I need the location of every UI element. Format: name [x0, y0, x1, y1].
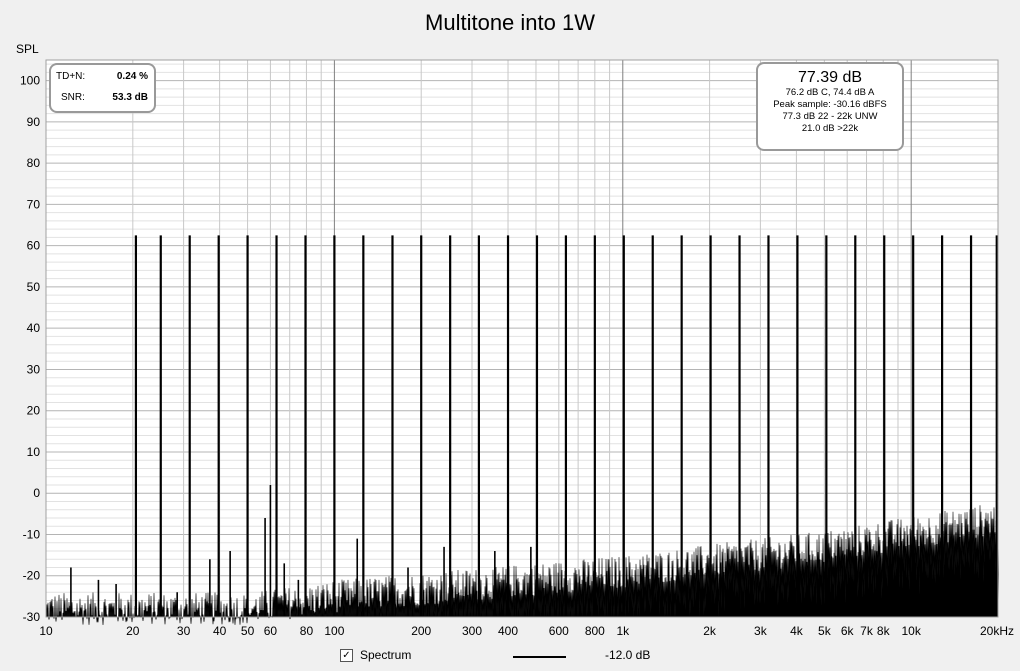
- x-tick-label: 50: [241, 624, 255, 638]
- x-tick-label: 4k: [790, 624, 804, 638]
- y-tick-label: 30: [27, 362, 41, 376]
- y-tick-label: 40: [27, 321, 41, 335]
- plot-area: [46, 60, 998, 617]
- x-tick-label: 300: [462, 624, 482, 638]
- y-tick-label: 70: [27, 197, 41, 211]
- x-tick-label: 600: [549, 624, 569, 638]
- above-22k-level: 21.0 dB >22k: [801, 123, 859, 134]
- x-tick-label: 20kHz: [980, 624, 1014, 638]
- total-level: 77.39 dB: [797, 69, 863, 86]
- plot-border: [45, 59, 999, 618]
- x-tick-label: 10: [39, 624, 53, 638]
- x-tick-label: 3k: [754, 624, 768, 638]
- y-tick-label: 90: [27, 115, 41, 129]
- thd-value: 0.24 %: [116, 71, 148, 82]
- y-tick-label: 50: [27, 280, 41, 294]
- y-tick-label: -20: [23, 569, 41, 583]
- y-tick-label: 100: [20, 74, 40, 88]
- thd-label: TD+N:: [56, 71, 86, 82]
- x-tick-label: 30: [177, 624, 191, 638]
- thd-snr-box: TD+N: 0.24 % SNR: 53.3 dB: [49, 63, 156, 113]
- y-axis-label: SPL: [16, 42, 39, 56]
- chart-title: Multitone into 1W: [425, 10, 595, 35]
- x-tick-label: 2k: [703, 624, 717, 638]
- x-tick-label: 200: [411, 624, 431, 638]
- x-tick-label: 40: [213, 624, 227, 638]
- y-tick-label: -10: [23, 527, 41, 541]
- x-tick-label: 6k: [841, 624, 855, 638]
- legend-label: Spectrum: [360, 648, 412, 662]
- x-tick-label: 800: [585, 624, 605, 638]
- x-tick-label: 7k: [860, 624, 874, 638]
- y-tick-label: -30: [23, 610, 41, 624]
- x-tick-label: 5k: [818, 624, 832, 638]
- snr-value: 53.3 dB: [112, 92, 148, 103]
- y-tick-label: 80: [27, 156, 41, 170]
- x-tick-label: 400: [498, 624, 518, 638]
- legend: ✓ Spectrum -12.0 dB: [340, 648, 740, 666]
- unweighted-level: 77.3 dB 22 - 22k UNW: [782, 111, 878, 122]
- x-tick-label: 100: [324, 624, 344, 638]
- y-tick-label: 20: [27, 404, 41, 418]
- legend-line-swatch: [513, 656, 566, 658]
- spectrum-checkbox[interactable]: ✓: [340, 649, 353, 662]
- y-tick-label: 10: [27, 445, 41, 459]
- legend-offset-value: -12.0 dB: [605, 648, 651, 662]
- thd-row: TD+N: 0.24 %: [56, 71, 148, 85]
- x-tick-label: 1k: [616, 624, 630, 638]
- y-tick-label: 60: [27, 239, 41, 253]
- level-stats-box: 77.39 dB 76.2 dB C, 74.4 dB A Peak sampl…: [756, 62, 904, 151]
- snr-row: SNR: 53.3 dB: [56, 92, 148, 106]
- x-tick-label: 80: [300, 624, 314, 638]
- snr-label: SNR:: [61, 92, 85, 103]
- x-tick-label: 60: [264, 624, 278, 638]
- x-tick-label: 8k: [877, 624, 891, 638]
- x-tick-label: 10k: [902, 624, 922, 638]
- spectrum-trace: [70, 235, 998, 617]
- weighted-levels: 76.2 dB C, 74.4 dB A: [785, 87, 875, 98]
- x-tick-label: 20: [126, 624, 140, 638]
- peak-sample: Peak sample: -30.16 dBFS: [773, 99, 887, 110]
- y-tick-label: 0: [33, 486, 40, 500]
